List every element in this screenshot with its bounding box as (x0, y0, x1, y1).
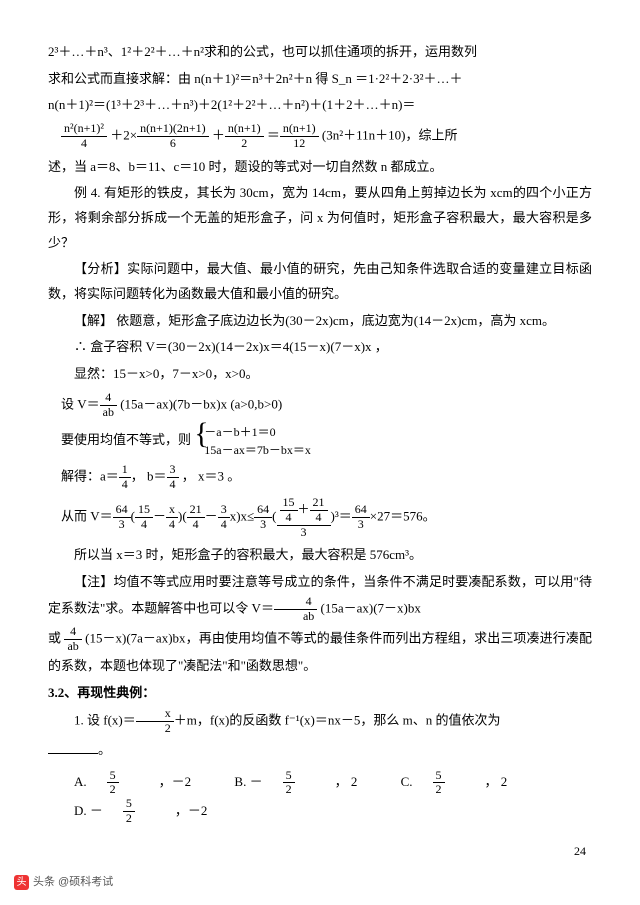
formula-line: 要使用均值不等式，则 －a－b＋1＝015a－ax＝7b－bx＝x (61, 423, 592, 459)
text-line: ∴ 盒子容积 V＝(30－2x)(14－2x)x＝4(15－x)(7－x)x ， (48, 335, 592, 360)
option-d: D. －52，－2 (74, 797, 227, 826)
example-4: 例 4. 有矩形的铁皮，其长为 30cm，宽为 14cm，要从四角上剪掉边长为 … (48, 181, 592, 255)
text-line: 求和公式而直接求解：由 n(n＋1)²＝n³＋2n²＋n 得 S_n ＝1·2²… (48, 67, 592, 92)
formula-line: 从而 V＝643(154－x4)(214－34x)x≤643(154＋2143)… (61, 496, 592, 539)
text-line: n(n＋1)²＝(1³＋2³＋…＋n³)＋2(1²＋2²＋…＋n²)＋(1＋2＋… (48, 93, 592, 118)
option-a: A. 52，－2 (74, 769, 211, 798)
formula-line: 设 V＝4ab (15a－ax)(7b－bx)x (a>0,b>0) (61, 391, 592, 420)
text-line: 述，当 a＝8、b＝11、c＝10 时，题设的等式对一切自然数 n 都成立。 (48, 155, 592, 180)
option-b: B. －52， 2 (234, 769, 377, 798)
formula-line: n²(n+1)²4 ＋2×n(n+1)(2n+1)6 ＋n(n+1)2 ＝n(n… (61, 122, 592, 151)
solution: 【解】 依题意，矩形盒子底边边长为(30－2x)cm，底边宽为(14－2x)cm… (48, 309, 592, 334)
section-heading: 3.2、再现性典例： (48, 681, 592, 706)
formula-line: 解得：a＝14， b＝34 ， x＝3 。 (61, 463, 592, 492)
option-c: C. 52， 2 (401, 769, 528, 798)
text-line: 所以当 x＝3 时，矩形盒子的容积最大，最大容积是 576cm³。 (48, 543, 592, 568)
answer-blank: 。 (48, 738, 592, 763)
text-line: 或 4ab (15－x)(7a－ax)bx，再由使用均值不等式的最佳条件而列出方… (48, 625, 592, 678)
note: 【注】均值不等式应用时要注意等号成立的条件，当条件不满足时要凑配系数，可以用"待… (48, 570, 592, 623)
text-line: 显然：15－x>0，7－x>0，x>0。 (48, 362, 592, 387)
question-1: 1. 设 f(x)＝x2＋m，f(x)的反函数 f⁻¹(x)＝nx－5，那么 m… (48, 707, 592, 736)
toutiao-icon: 头 (14, 875, 29, 890)
answer-options: A. 52，－2 B. －52， 2 C. 52， 2 D. －52，－2 (74, 769, 592, 826)
analysis: 【分析】实际问题中，最大值、最小值的研究，先由己知条件选取合适的变量建立目标函数… (48, 257, 592, 306)
text-line: 2³＋…＋n³、1²＋2²＋…＋n²求和的公式，也可以抓住通项的拆开，运用数列 (48, 40, 592, 65)
document-page: 2³＋…＋n³、1²＋2²＋…＋n²求和的公式，也可以抓住通项的拆开，运用数列 … (0, 0, 640, 905)
watermark: 头 头条 @硕科考试 (14, 872, 113, 893)
page-number: 24 (574, 840, 586, 863)
